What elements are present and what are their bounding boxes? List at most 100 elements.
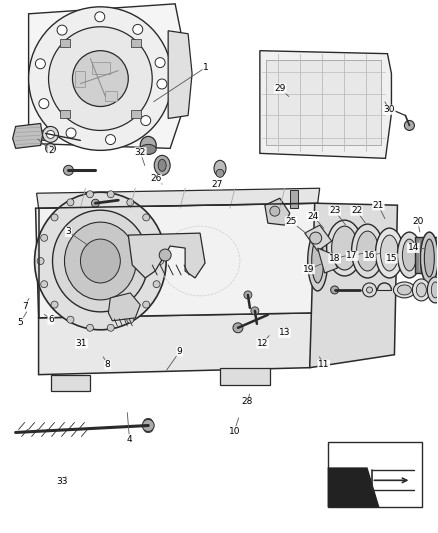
Polygon shape [37,188,320,208]
Ellipse shape [397,285,411,295]
Polygon shape [220,368,270,385]
Circle shape [49,27,152,131]
Ellipse shape [312,239,324,283]
Text: 28: 28 [242,398,253,407]
Ellipse shape [158,159,166,171]
Circle shape [67,199,74,206]
Circle shape [57,25,67,35]
Circle shape [404,120,414,131]
Circle shape [28,7,172,150]
Bar [328,442,422,507]
Text: 32: 32 [135,148,146,157]
Text: 19: 19 [303,265,314,273]
Polygon shape [50,375,90,391]
Text: 6: 6 [48,315,54,324]
Circle shape [39,99,49,109]
Circle shape [331,286,339,294]
Text: 3: 3 [66,228,71,237]
Bar [75,71,85,86]
Circle shape [35,59,46,69]
Text: 1: 1 [203,63,209,72]
Circle shape [41,235,48,241]
Ellipse shape [144,419,153,432]
Ellipse shape [140,144,156,155]
Circle shape [310,232,321,244]
Polygon shape [28,4,185,148]
Circle shape [92,199,99,207]
Polygon shape [318,248,338,273]
Text: 14: 14 [408,244,419,253]
Circle shape [157,79,167,89]
Circle shape [107,324,114,332]
Circle shape [367,287,372,293]
Text: 9: 9 [177,347,183,356]
Polygon shape [35,130,49,140]
Text: 18: 18 [329,254,340,263]
Ellipse shape [427,277,438,303]
Ellipse shape [381,235,399,271]
Circle shape [251,307,259,315]
Polygon shape [265,198,290,225]
Circle shape [66,128,76,138]
Ellipse shape [46,131,54,139]
Text: 15: 15 [386,254,397,263]
Text: 4: 4 [127,435,132,443]
Circle shape [86,191,93,198]
Circle shape [37,257,44,264]
Ellipse shape [431,282,438,298]
Bar [60,110,70,118]
Ellipse shape [403,239,417,271]
Bar [415,237,438,273]
Bar [266,60,381,146]
Ellipse shape [357,231,378,271]
Circle shape [143,301,150,308]
Circle shape [106,134,116,144]
Polygon shape [39,313,314,375]
Ellipse shape [53,210,148,312]
Circle shape [67,316,74,323]
Circle shape [143,214,150,221]
Ellipse shape [413,279,430,301]
Ellipse shape [35,192,166,330]
Circle shape [159,249,171,261]
Bar [290,190,298,208]
Ellipse shape [397,232,421,278]
Circle shape [127,199,134,206]
Bar [92,62,110,74]
Ellipse shape [375,228,403,278]
Text: 27: 27 [211,180,223,189]
Ellipse shape [144,418,152,432]
Text: 12: 12 [257,339,268,348]
Text: 23: 23 [329,206,340,215]
Ellipse shape [42,126,59,142]
Circle shape [233,323,243,333]
Polygon shape [260,51,392,158]
Text: 29: 29 [275,84,286,93]
Ellipse shape [424,239,434,277]
Text: 22: 22 [351,206,362,215]
Text: 33: 33 [56,477,67,486]
Text: 16: 16 [364,252,375,261]
Text: 5: 5 [18,318,23,327]
Polygon shape [108,293,140,321]
Circle shape [127,316,134,323]
Bar [60,39,70,47]
Ellipse shape [352,224,384,278]
Text: 31: 31 [76,339,87,348]
Text: 13: 13 [279,328,290,337]
Polygon shape [13,124,42,148]
Circle shape [95,12,105,22]
Text: 7: 7 [22,302,28,311]
Circle shape [133,25,143,34]
Circle shape [86,324,93,332]
Ellipse shape [154,155,170,175]
Text: 10: 10 [229,427,240,435]
Ellipse shape [327,220,363,276]
Text: 30: 30 [384,105,395,114]
Polygon shape [168,31,192,118]
Text: 21: 21 [373,201,384,210]
Text: 2: 2 [48,146,54,155]
Circle shape [142,419,154,432]
Polygon shape [328,467,379,507]
Text: 25: 25 [285,217,297,226]
